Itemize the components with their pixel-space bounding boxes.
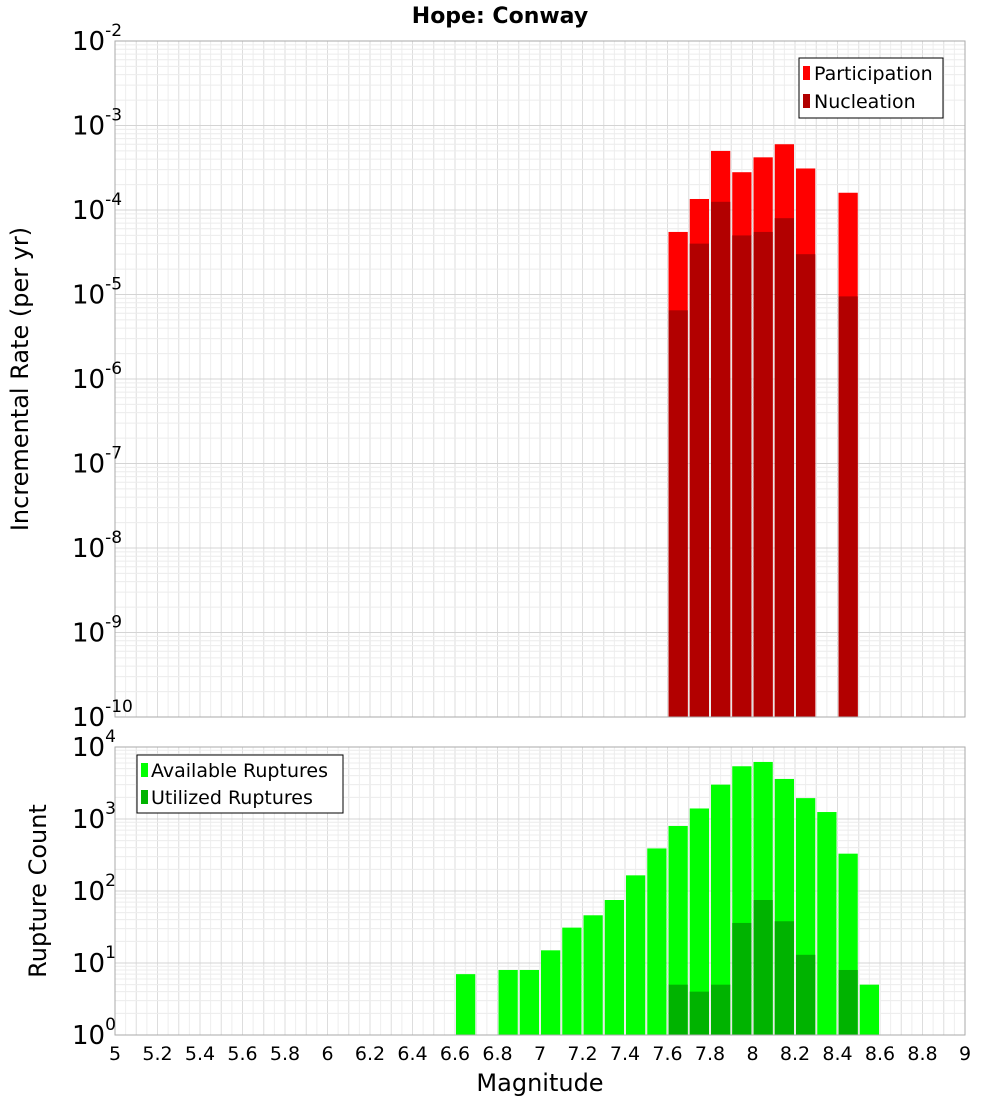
bottom-bar-available-ruptures bbox=[583, 915, 603, 1035]
x-tick-label: 5 bbox=[109, 1043, 121, 1065]
bottom-bar-available-ruptures bbox=[817, 812, 837, 1035]
x-tick-label: 6.2 bbox=[355, 1043, 385, 1065]
top-y-tick-label: 10-10 bbox=[72, 697, 133, 733]
x-tick-label: 7 bbox=[534, 1043, 546, 1065]
bottom-bar-available-ruptures bbox=[689, 808, 709, 1035]
x-tick-label: 9 bbox=[959, 1043, 971, 1065]
bottom-bar-available-ruptures bbox=[668, 825, 688, 1035]
bottom-legend-box bbox=[136, 754, 344, 814]
bottom-y-tick-label: 102 bbox=[72, 871, 116, 907]
chart-title: Hope: Conway bbox=[412, 4, 588, 29]
bottom-plot-border bbox=[114, 746, 966, 1036]
bottom-bar-utilized-ruptures bbox=[838, 969, 858, 1035]
bottom-legend: Available Ruptures Utilized Ruptures bbox=[136, 754, 344, 814]
legend-label-available: Available Ruptures bbox=[151, 760, 328, 782]
x-tick-label: 7.6 bbox=[652, 1043, 682, 1065]
top-bar-nucleation bbox=[753, 231, 773, 718]
bottom-bar-available-ruptures bbox=[562, 927, 582, 1035]
bottom-bar-available-ruptures bbox=[647, 848, 667, 1035]
top-gridlines bbox=[114, 41, 966, 718]
x-tick-label: 5.4 bbox=[185, 1043, 215, 1065]
bottom-bar-utilized-ruptures bbox=[774, 921, 794, 1035]
x-tick-label: 7.4 bbox=[610, 1043, 640, 1065]
bottom-bar-utilized-ruptures bbox=[689, 991, 709, 1035]
top-bar-nucleation bbox=[711, 201, 731, 718]
bottom-bar-available-ruptures bbox=[519, 969, 539, 1035]
top-legend: Participation Nucleation bbox=[798, 57, 944, 119]
top-legend-box bbox=[798, 57, 944, 119]
bottom-y-tick-label: 101 bbox=[72, 943, 116, 979]
legend-swatch-available bbox=[141, 763, 148, 777]
top-y-tick-label: 10-2 bbox=[72, 21, 122, 57]
x-tick-label: 5.2 bbox=[142, 1043, 172, 1065]
top-bar-nucleation bbox=[732, 235, 752, 718]
bottom-bar-available-ruptures bbox=[541, 950, 561, 1035]
legend-label-participation: Participation bbox=[814, 63, 933, 85]
x-tick-label: 8.2 bbox=[780, 1043, 810, 1065]
x-tick-label: 8 bbox=[746, 1043, 758, 1065]
legend-swatch-nucleation bbox=[803, 94, 810, 108]
bottom-bar-utilized-ruptures bbox=[796, 954, 816, 1035]
legend-swatch-utilized bbox=[141, 790, 148, 804]
x-axis-label: Magnitude bbox=[476, 1069, 603, 1097]
top-plot-border bbox=[114, 40, 966, 718]
bottom-y-tick-label: 103 bbox=[72, 799, 116, 835]
x-tick-label: 8.6 bbox=[865, 1043, 895, 1065]
x-tick-label: 5.6 bbox=[227, 1043, 257, 1065]
bottom-bar-utilized-ruptures bbox=[732, 922, 752, 1035]
bottom-y-axis-label: Rupture Count bbox=[24, 804, 52, 978]
top-bar-nucleation bbox=[838, 296, 858, 717]
x-tick-label: 5.8 bbox=[270, 1043, 300, 1065]
top-y-tick-label: 10-3 bbox=[72, 106, 122, 142]
bottom-bar-available-ruptures bbox=[604, 899, 624, 1035]
x-tick-label: 6.6 bbox=[440, 1043, 470, 1065]
bottom-y-tick-label: 104 bbox=[72, 727, 116, 763]
legend-label-nucleation: Nucleation bbox=[814, 91, 916, 113]
bottom-bar-utilized-ruptures bbox=[753, 899, 773, 1035]
top-bar-nucleation bbox=[774, 218, 794, 717]
x-tick-label: 7.8 bbox=[695, 1043, 725, 1065]
top-bars bbox=[668, 144, 858, 718]
top-bar-nucleation bbox=[689, 243, 709, 718]
x-tick-label: 8.4 bbox=[822, 1043, 852, 1065]
x-tick-label: 7.2 bbox=[567, 1043, 597, 1065]
legend-label-utilized: Utilized Ruptures bbox=[151, 787, 313, 809]
x-tick-label: 6.8 bbox=[482, 1043, 512, 1065]
bottom-bar-available-ruptures bbox=[711, 784, 731, 1035]
bottom-bar-utilized-ruptures bbox=[668, 984, 688, 1035]
x-tick-labels: 5 5.2 5.4 5.6 5.8 6 6.2 6.4 6.6 6.8 7 7.2 7.4 7.6 7.8 8… bbox=[109, 1043, 971, 1065]
bottom-bar-available-ruptures bbox=[498, 969, 518, 1035]
x-tick-label: 6.4 bbox=[397, 1043, 427, 1065]
x-tick-label: 6 bbox=[321, 1043, 333, 1065]
top-bar-nucleation bbox=[668, 310, 688, 717]
bottom-bar-available-ruptures bbox=[626, 875, 646, 1035]
top-bar-nucleation bbox=[796, 254, 816, 717]
bottom-bar-available-ruptures bbox=[859, 984, 879, 1035]
bottom-bars bbox=[456, 761, 879, 1035]
top-y-axis-label: Incremental Rate (per yr) bbox=[6, 227, 34, 531]
bottom-bar-available-ruptures bbox=[456, 974, 476, 1035]
bottom-bar-utilized-ruptures bbox=[711, 984, 731, 1035]
x-tick-label: 8.8 bbox=[907, 1043, 937, 1065]
legend-swatch-participation bbox=[803, 66, 810, 80]
